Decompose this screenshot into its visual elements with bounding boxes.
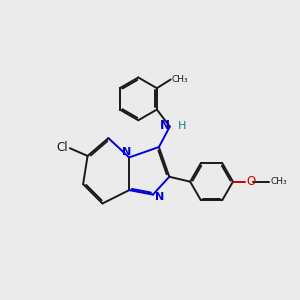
Text: O: O [247, 175, 256, 188]
Text: H: H [178, 121, 187, 131]
Text: CH₃: CH₃ [172, 75, 188, 84]
Text: N: N [160, 119, 170, 132]
Text: CH₃: CH₃ [270, 177, 287, 186]
Text: N: N [155, 192, 164, 202]
Text: Cl: Cl [56, 141, 68, 154]
Text: N: N [122, 147, 131, 158]
